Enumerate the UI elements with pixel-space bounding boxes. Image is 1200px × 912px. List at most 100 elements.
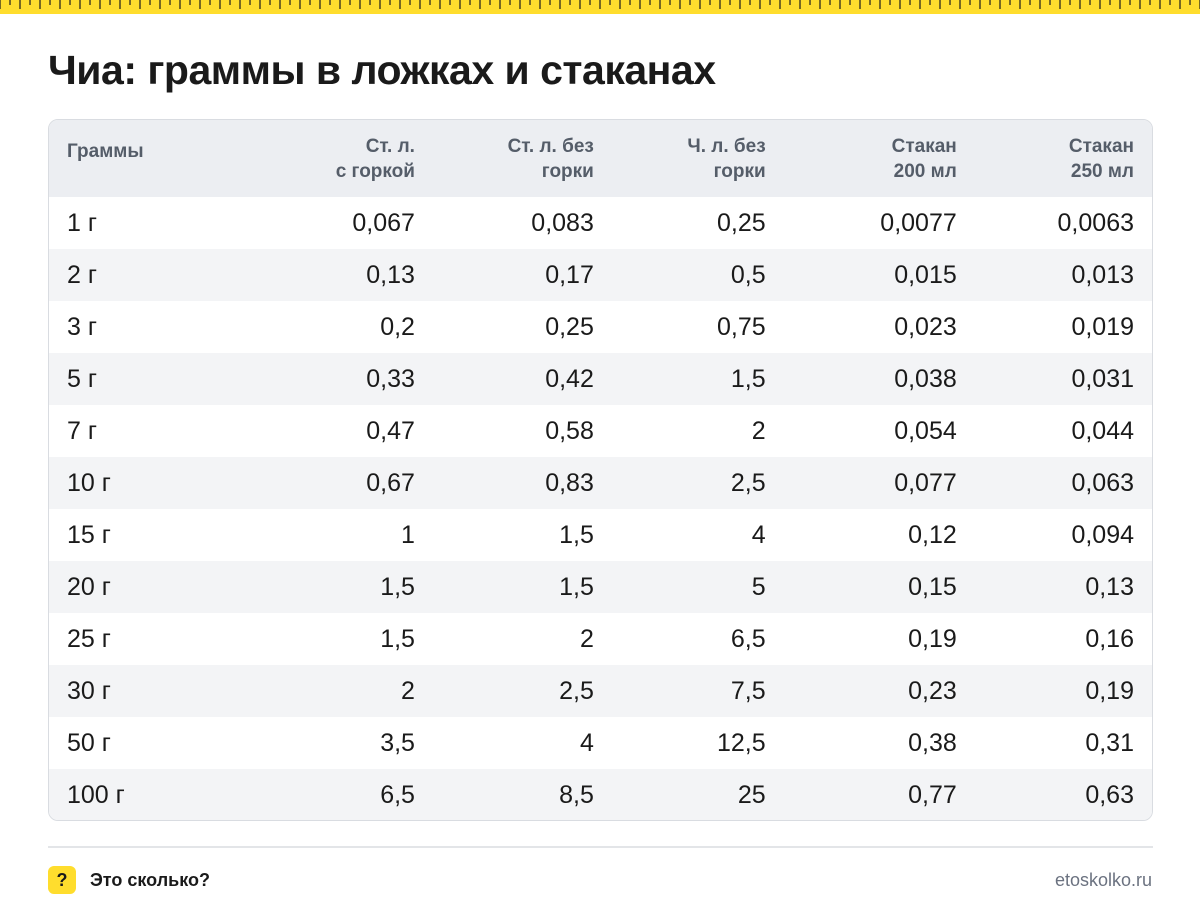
- table-row: 15 г 1 1,5 4 0,12 0,094: [49, 509, 1152, 561]
- column-header-line: Ст. л.: [365, 135, 415, 157]
- table-cell: 0,054: [894, 416, 957, 445]
- ruler-strip: [0, 0, 1200, 14]
- table-cell: 3,5: [380, 728, 415, 757]
- table-cell: 0,077: [894, 468, 957, 497]
- table-cell: 0,58: [545, 416, 594, 445]
- conversion-table: Граммы Ст. л. с горкой Ст. л. без горки Ч. л.…: [49, 120, 1152, 820]
- row-grams-cell: 2 г: [67, 260, 97, 289]
- table-cell: 0,044: [1071, 416, 1134, 445]
- table-cell: 0,019: [1071, 312, 1134, 341]
- table-cell: 0,13: [366, 260, 415, 289]
- table-cell: 0,0077: [880, 208, 957, 237]
- table-cell: 0,77: [908, 780, 957, 809]
- column-header-line: Ст. л. без: [507, 135, 594, 157]
- table-cell: 0,63: [1085, 780, 1134, 809]
- table-row: 2 г 0,13 0,17 0,5 0,015 0,013: [49, 249, 1152, 301]
- row-grams-cell: 5 г: [67, 364, 97, 393]
- table-cell: 0,063: [1071, 468, 1134, 497]
- table-cell: 4: [579, 728, 594, 757]
- table-row: 1 г 0,067 0,083 0,25 0,0077 0,0063: [49, 197, 1152, 249]
- page-title: Чиа: граммы в ложках и стаканах: [48, 47, 716, 93]
- table-cell: 0,38: [908, 728, 957, 757]
- table-cell: 0,16: [1085, 624, 1134, 653]
- column-header-line: горки: [541, 160, 594, 182]
- table-cell: 0,067: [352, 208, 415, 237]
- table-cell: 0,5: [730, 260, 766, 289]
- row-grams-cell: 7 г: [67, 416, 97, 445]
- table-cell: 2: [401, 676, 415, 705]
- row-grams-cell: 25 г: [67, 624, 111, 653]
- row-grams-cell: 50 г: [67, 728, 111, 757]
- table-cell: 6,5: [730, 624, 766, 653]
- conversion-table-card: Граммы Ст. л. с горкой Ст. л. без горки Ч. л.…: [48, 119, 1153, 821]
- column-header: Стакан 250 мл: [957, 120, 1152, 197]
- table-cell: 5: [751, 572, 766, 601]
- table-cell: 0,47: [366, 416, 415, 445]
- table-cell: 0,25: [545, 312, 594, 341]
- table-cell: 12,5: [716, 728, 766, 757]
- row-grams-cell: 1 г: [67, 208, 97, 237]
- table-cell: 0,0063: [1057, 208, 1134, 237]
- table-cell: 0,12: [908, 520, 957, 549]
- table-row: 3 г 0,2 0,25 0,75 0,023 0,019: [49, 301, 1152, 353]
- table-cell: 0,023: [894, 312, 957, 341]
- table-cell: 1,5: [730, 364, 766, 393]
- column-header-line: Стакан: [1068, 135, 1134, 157]
- table-header-row: Граммы Ст. л. с горкой Ст. л. без горки Ч. л.…: [49, 120, 1152, 197]
- table-cell: 1,5: [380, 572, 415, 601]
- column-header-line: с горкой: [335, 160, 415, 182]
- table-cell: 1,5: [559, 520, 594, 549]
- table-cell: 0,13: [1085, 572, 1134, 601]
- table-row: 20 г 1,5 1,5 5 0,15 0,13: [49, 561, 1152, 613]
- table-cell: 0,75: [716, 312, 766, 341]
- column-header-line: Ч. л. без: [687, 135, 766, 157]
- row-grams-cell: 20 г: [67, 572, 111, 601]
- table-cell: 0,094: [1071, 520, 1134, 549]
- brand: ? Это сколько?: [48, 866, 210, 894]
- table-cell: 0,31: [1085, 728, 1134, 757]
- column-header-line: Стакан: [891, 135, 957, 157]
- table-cell: 0,083: [531, 208, 594, 237]
- column-header-line: горки: [713, 160, 766, 182]
- ruler-ticks: [0, 0, 1200, 9]
- column-header: Граммы: [49, 120, 262, 197]
- column-header-line: 200 мл: [893, 160, 957, 182]
- table-body: 1 г 0,067 0,083 0,25 0,0077 0,0063 2 г 0,13 0,17…: [49, 197, 1152, 820]
- table-cell: 0,83: [545, 468, 594, 497]
- table-cell: 1,5: [380, 624, 415, 653]
- table-cell: 1: [401, 520, 415, 549]
- table-row: 50 г 3,5 4 12,5 0,38 0,31: [49, 717, 1152, 769]
- column-header: Ч. л. без горки: [594, 120, 766, 197]
- table-cell: 0,25: [716, 208, 766, 237]
- column-header-line: Граммы: [67, 141, 144, 162]
- table-cell: 1,5: [559, 572, 594, 601]
- table-row: 7 г 0,47 0,58 2 0,054 0,044: [49, 405, 1152, 457]
- row-grams-cell: 30 г: [67, 676, 111, 705]
- table-cell: 0,013: [1071, 260, 1134, 289]
- table-cell: 0,19: [1085, 676, 1134, 705]
- table-cell: 0,015: [894, 260, 957, 289]
- row-grams-cell: 3 г: [67, 312, 97, 341]
- table-cell: 2,5: [559, 676, 594, 705]
- table-cell: 0,33: [366, 364, 415, 393]
- row-grams-cell: 100 г: [67, 780, 125, 809]
- table-row: 30 г 2 2,5 7,5 0,23 0,19: [49, 665, 1152, 717]
- table-cell: 0,67: [366, 468, 415, 497]
- table-cell: 0,19: [908, 624, 957, 653]
- table-cell: 2: [579, 624, 594, 653]
- table-row: 5 г 0,33 0,42 1,5 0,038 0,031: [49, 353, 1152, 405]
- table-cell: 6,5: [380, 780, 415, 809]
- table-cell: 8,5: [559, 780, 594, 809]
- table-cell: 25: [737, 780, 766, 809]
- footer-divider: [48, 846, 1153, 848]
- row-grams-cell: 15 г: [67, 520, 111, 549]
- table-cell: 0,17: [545, 260, 594, 289]
- table-cell: 0,031: [1071, 364, 1134, 393]
- column-header: Ст. л. без горки: [415, 120, 594, 197]
- row-grams-cell: 10 г: [67, 468, 111, 497]
- brand-name: Это сколько?: [90, 869, 210, 890]
- table-cell: 4: [751, 520, 766, 549]
- question-mark-icon: ?: [48, 866, 76, 894]
- table-cell: 7,5: [730, 676, 766, 705]
